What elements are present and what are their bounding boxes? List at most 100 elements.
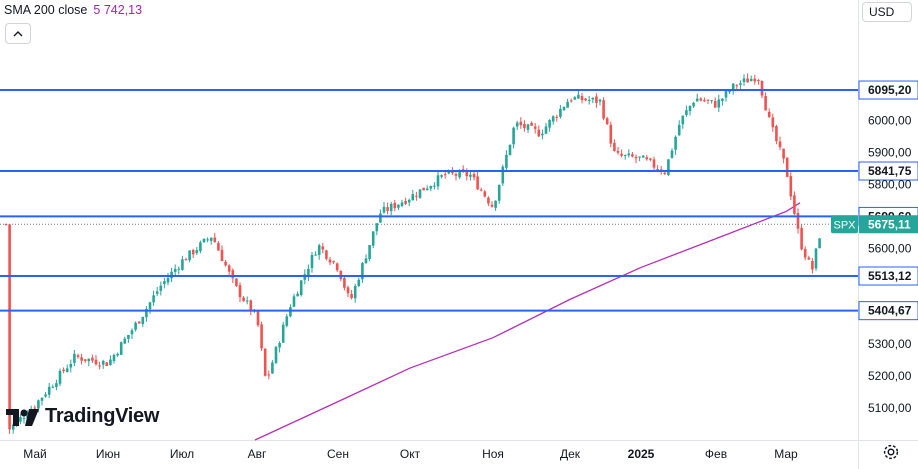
candle-body — [299, 280, 303, 296]
candle-body — [605, 118, 609, 125]
candle-body — [677, 124, 681, 136]
candle-body — [415, 195, 418, 197]
y-tick-label: 5600,00 — [868, 241, 912, 255]
candle-body — [764, 96, 767, 111]
sma200-line — [254, 202, 801, 441]
currency-label: USD — [869, 5, 895, 19]
candle-body — [793, 195, 796, 214]
candle-body — [695, 98, 699, 102]
candle-body — [616, 150, 620, 153]
x-tick-label: Июн — [96, 447, 120, 461]
candle-body — [731, 83, 735, 91]
candle-body — [235, 278, 238, 286]
candles-group — [4, 73, 821, 434]
candle-body — [663, 172, 667, 174]
candle-body — [242, 297, 245, 302]
candle-body — [465, 171, 469, 177]
candle-body — [199, 242, 202, 252]
candle-body — [47, 386, 51, 395]
candle-body — [400, 202, 404, 207]
candle-body — [778, 141, 782, 148]
candle-body — [371, 231, 375, 246]
candle-body — [148, 302, 152, 310]
candle-body — [501, 166, 505, 184]
gear-icon[interactable] — [880, 441, 902, 463]
candle-body — [181, 259, 184, 270]
candle-body — [739, 83, 742, 85]
symbol-tag — [831, 215, 858, 234]
x-tick-label: Май — [23, 447, 47, 461]
candle-body — [749, 78, 753, 82]
candle-body — [562, 106, 566, 111]
candle-body — [274, 347, 278, 363]
x-tick-label: Июл — [170, 447, 194, 461]
candle-body — [317, 245, 321, 255]
tradingview-logo-icon — [6, 408, 39, 426]
candle-body — [811, 261, 814, 270]
candle-body — [703, 100, 706, 102]
candle-body — [746, 78, 749, 83]
sma200-line-group — [254, 202, 801, 441]
candle-body — [145, 308, 148, 318]
level-label: 5513,12 — [868, 269, 912, 283]
candle-body — [818, 238, 821, 249]
candle-body — [166, 277, 170, 283]
currency-selector[interactable]: USD — [862, 2, 912, 22]
candle-body — [717, 99, 721, 108]
sma-legend[interactable]: SMA 200 close 5 742,13 — [4, 3, 142, 17]
candle-body — [55, 383, 58, 388]
x-tick-label: 2025 — [628, 447, 655, 461]
candle-body — [289, 307, 292, 317]
candle-body — [22, 418, 26, 420]
candle-body — [238, 285, 242, 298]
candle-body — [303, 274, 307, 280]
candle-body — [627, 153, 631, 156]
candle-body — [19, 417, 22, 422]
candle-body — [656, 169, 659, 171]
candle-body — [451, 171, 454, 174]
candle-body — [458, 170, 461, 178]
y-axis[interactable]: 5100,00 5200,00 5300,00 5600,00 5800,00 5900,… — [868, 113, 912, 415]
candle-body — [487, 197, 490, 204]
level-lines-group[interactable]: 6095,205841,755699,605513,125404,67SPX56… — [0, 80, 918, 321]
candle-body — [807, 257, 811, 260]
candle-body — [105, 362, 109, 367]
collapse-legend-button[interactable] — [5, 23, 31, 44]
candle-body — [80, 357, 83, 361]
sma-legend-label: SMA 200 close — [4, 3, 88, 17]
level-tag — [858, 161, 918, 181]
candle-body — [119, 342, 123, 355]
candle-body — [213, 237, 217, 243]
candle-body — [155, 291, 159, 294]
candle-body — [595, 96, 598, 103]
candle-body — [753, 78, 757, 82]
candle-body — [163, 281, 166, 285]
candle-body — [425, 188, 429, 191]
candle-body — [11, 424, 15, 430]
candle-body — [328, 259, 332, 263]
tradingview-logo[interactable]: TradingView — [6, 405, 159, 428]
y-tick-label: 5100,00 — [868, 401, 912, 415]
candle-body — [541, 133, 544, 136]
candle-body — [584, 98, 587, 101]
candle-body — [559, 108, 562, 117]
candle-body — [789, 176, 793, 197]
sma-legend-value: 5 742,13 — [93, 3, 143, 17]
candle-body — [249, 300, 253, 312]
candle-body — [393, 202, 397, 209]
y-tick-label: 5900,00 — [868, 145, 912, 159]
candle-body — [404, 200, 407, 204]
candle-body — [69, 363, 73, 368]
candle-body — [386, 207, 389, 211]
candle-body — [515, 122, 519, 127]
candle-body — [94, 359, 98, 365]
x-axis[interactable]: Май Июн Июл Авг Сен Окт Ноя Дек 2025 Фев Мар — [23, 447, 798, 461]
candle-body — [62, 369, 65, 372]
level-label: 5841,75 — [868, 164, 912, 178]
candle-body — [591, 97, 595, 100]
candle-body — [436, 175, 440, 187]
candle-body — [281, 324, 285, 343]
candle-body — [350, 294, 353, 299]
